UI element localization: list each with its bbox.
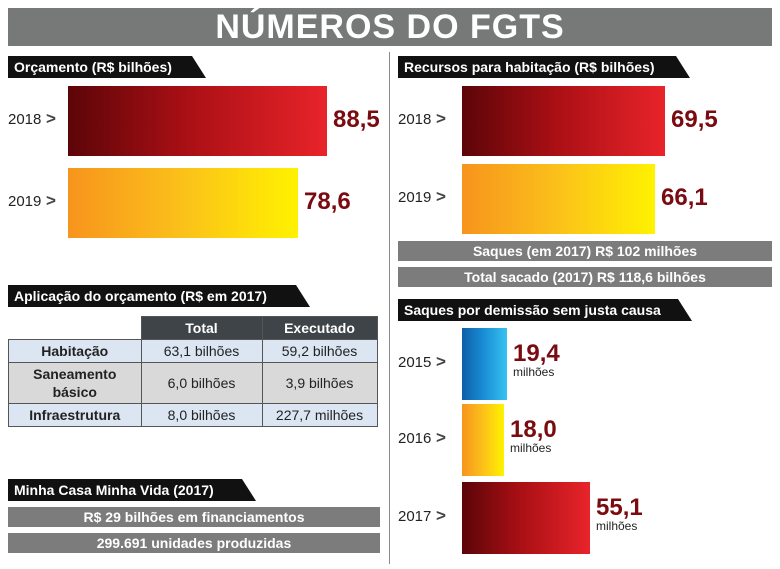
- chevron-icon: >: [46, 109, 56, 128]
- unit-label: milhões: [596, 519, 638, 533]
- unit-label: milhões: [513, 365, 555, 379]
- year-label: 2019: [8, 193, 42, 210]
- col-header-executado: Executado: [261, 316, 378, 340]
- cell-executado: 227,7 milhões: [261, 403, 378, 427]
- chevron-icon: >: [436, 352, 446, 371]
- value-label: 19,4: [513, 340, 560, 367]
- value-label: 78,6: [304, 188, 351, 215]
- chevron-icon: >: [46, 191, 56, 210]
- column-divider: [389, 52, 390, 564]
- bar: [462, 328, 507, 400]
- col-header-total: Total: [140, 316, 263, 340]
- table-corner: [9, 317, 142, 340]
- mcmv-financiamentos-banner: R$ 29 bilhões em financiamentos: [8, 507, 380, 527]
- aplicacao-table: Total Executado Habitação 63,1 bilhões 5…: [8, 316, 378, 427]
- total-sacado-banner: Total sacado (2017) R$ 118,6 bilhões: [398, 267, 772, 287]
- value-label: 18,0: [510, 416, 557, 443]
- value-label: 69,5: [671, 106, 718, 133]
- value-label: 55,1: [596, 494, 643, 521]
- habitacao-label: Recursos para habitação (R$ bilhões): [398, 56, 690, 78]
- year-label: 2017: [398, 508, 432, 525]
- chevron-icon: >: [436, 428, 446, 447]
- mcmv-label: Minha Casa Minha Vida (2017): [8, 479, 256, 501]
- page-title: NÚMEROS DO FGTS: [8, 8, 772, 46]
- value-label: 88,5: [333, 106, 380, 133]
- bar: [68, 86, 327, 156]
- table-row: Infraestrutura 8,0 bilhões 227,7 milhões: [8, 403, 378, 427]
- year-label: 2015: [398, 354, 432, 371]
- unit-label: milhões: [510, 441, 552, 455]
- chevron-icon: >: [436, 506, 446, 525]
- cell-total: 63,1 bilhões: [140, 339, 263, 363]
- row-label: Saneamento básico: [8, 362, 142, 404]
- bar: [462, 86, 665, 156]
- bar: [462, 164, 655, 234]
- bar: [462, 482, 590, 554]
- row-label: Habitação: [8, 339, 142, 363]
- bar: [462, 404, 504, 476]
- orcamento-label: Orçamento (R$ bilhões): [8, 56, 206, 78]
- row-label: Infraestrutura: [8, 403, 142, 427]
- cell-total: 6,0 bilhões: [140, 362, 263, 404]
- saques-demissao-label: Saques por demissão sem justa causa: [398, 299, 692, 321]
- year-label: 2018: [8, 111, 42, 128]
- chevron-icon: >: [436, 187, 446, 206]
- chevron-icon: >: [436, 109, 446, 128]
- cell-executado: 3,9 bilhões: [261, 362, 378, 404]
- saques-2017-banner: Saques (em 2017) R$ 102 milhões: [398, 241, 772, 261]
- cell-total: 8,0 bilhões: [140, 403, 263, 427]
- year-label: 2018: [398, 111, 432, 128]
- value-label: 66,1: [661, 184, 708, 211]
- bar: [68, 168, 298, 238]
- table-row: Saneamento básico 6,0 bilhões 3,9 bilhõe…: [8, 362, 378, 404]
- year-label: 2019: [398, 189, 432, 206]
- aplicacao-label: Aplicação do orçamento (R$ em 2017): [8, 285, 310, 307]
- mcmv-unidades-banner: 299.691 unidades produzidas: [8, 533, 380, 553]
- year-label: 2016: [398, 430, 432, 447]
- table-row: Habitação 63,1 bilhões 59,2 bilhões: [8, 339, 378, 363]
- cell-executado: 59,2 bilhões: [261, 339, 378, 363]
